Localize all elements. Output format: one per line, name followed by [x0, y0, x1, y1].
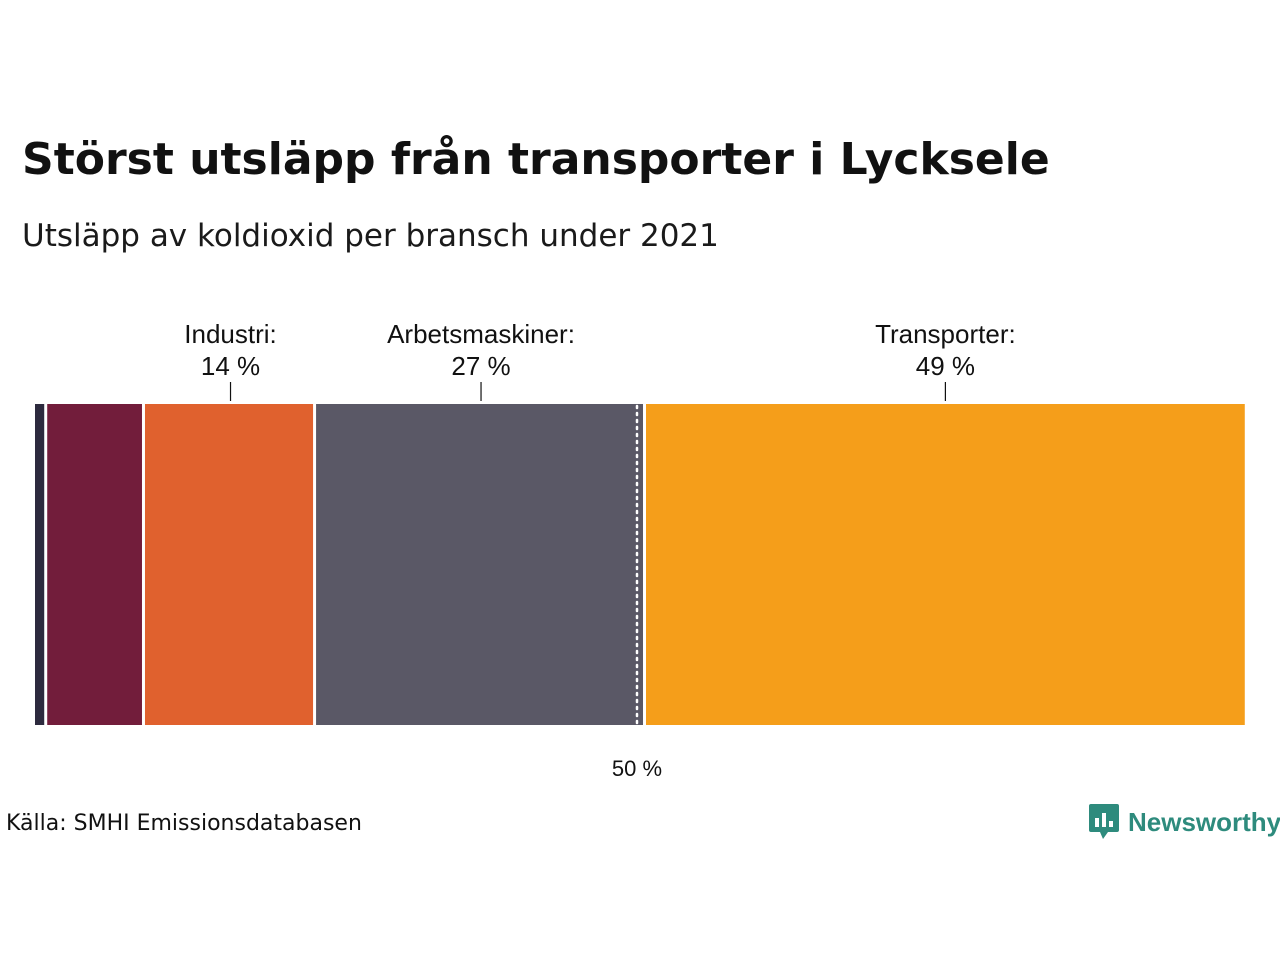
stacked-bar-chart: Industri:14 % Arbetsmaskiner:27 % Transpor…	[35, 319, 1245, 781]
segment-label-arbetsmaskiner: Arbetsmaskiner:	[387, 319, 575, 349]
reference-line-label: 50 %	[612, 756, 662, 781]
reference-line-group: 50 %	[612, 404, 662, 781]
segment-label-industri: Industri:	[184, 319, 277, 349]
newsworthy-logo-icon	[1089, 804, 1119, 839]
chart-subtitle: Utsläpp av koldioxid per bransch under 2…	[22, 218, 719, 254]
source-note: Källa: SMHI Emissionsdatabasen	[6, 811, 362, 836]
bar-segment-segment-1	[35, 404, 45, 725]
segment-label-transporter: Transporter:	[875, 319, 1016, 349]
chart-title: Störst utsläpp från transporter i Lyckse…	[22, 134, 1050, 185]
segment-value-arbetsmaskiner: 27 %	[451, 351, 510, 381]
segment-value-industri: 14 %	[201, 351, 260, 381]
brand-name: Newsworthy	[1128, 806, 1280, 837]
bar-segments	[35, 404, 1245, 725]
segment-value-transporter: 49 %	[916, 351, 975, 381]
bar-segment-arbetsmaskiner	[316, 404, 643, 725]
brand-logo: Newsworthy	[1088, 800, 1280, 844]
bar-segment-transporter	[646, 404, 1245, 725]
bar-segment-segment-2	[47, 404, 142, 725]
segment-labels: Industri:14 % Arbetsmaskiner:27 % Transpor…	[184, 319, 1016, 401]
bar-segment-industri	[144, 404, 314, 725]
